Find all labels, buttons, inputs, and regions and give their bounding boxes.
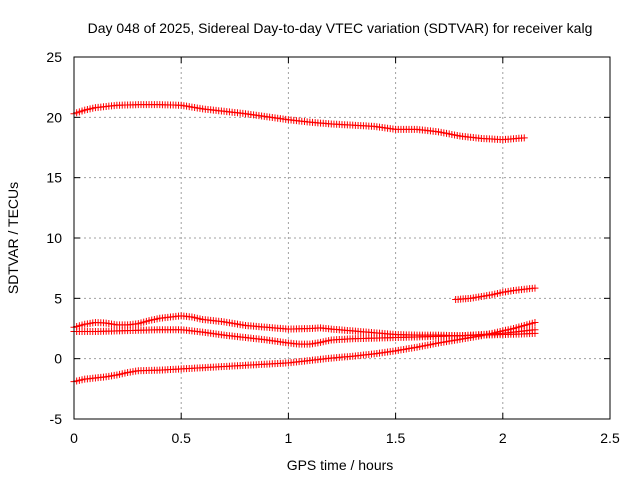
series-sat-c [70,318,539,386]
y-tick-label: 0 [54,351,62,367]
y-tick-label: 15 [46,170,62,186]
x-tick-label: 1 [285,430,293,446]
y-tick-label: 20 [46,109,62,125]
x-tick-label: 1.5 [386,430,406,446]
series-sat-b [70,326,539,348]
y-axis-label: SDTVAR / TECUs [5,182,21,294]
series-sat-d [452,284,539,304]
chart-title: Day 048 of 2025, Sidereal Day-to-day VTE… [88,20,593,36]
y-tick-label: 10 [46,230,62,246]
data-point [531,318,539,326]
tick-labels: 0 0.5 1 1.5 2 2.5 -5 0 5 10 15 20 25 [46,49,620,446]
x-tick-label: 2.5 [600,430,620,446]
series-sat-high [70,101,528,144]
data-point [531,284,539,292]
data-point [531,326,539,334]
plot-frame [73,56,611,420]
x-tick-label: 2 [499,430,507,446]
x-axis-label: GPS time / hours [287,457,394,473]
x-tick-label: 0 [70,430,78,446]
y-tick-label: 5 [54,290,62,306]
y-tick-label: 25 [46,49,62,65]
data-points [70,101,539,386]
y-tick-label: -5 [50,411,63,427]
data-point [520,134,528,142]
x-tick-label: 0.5 [171,430,191,446]
